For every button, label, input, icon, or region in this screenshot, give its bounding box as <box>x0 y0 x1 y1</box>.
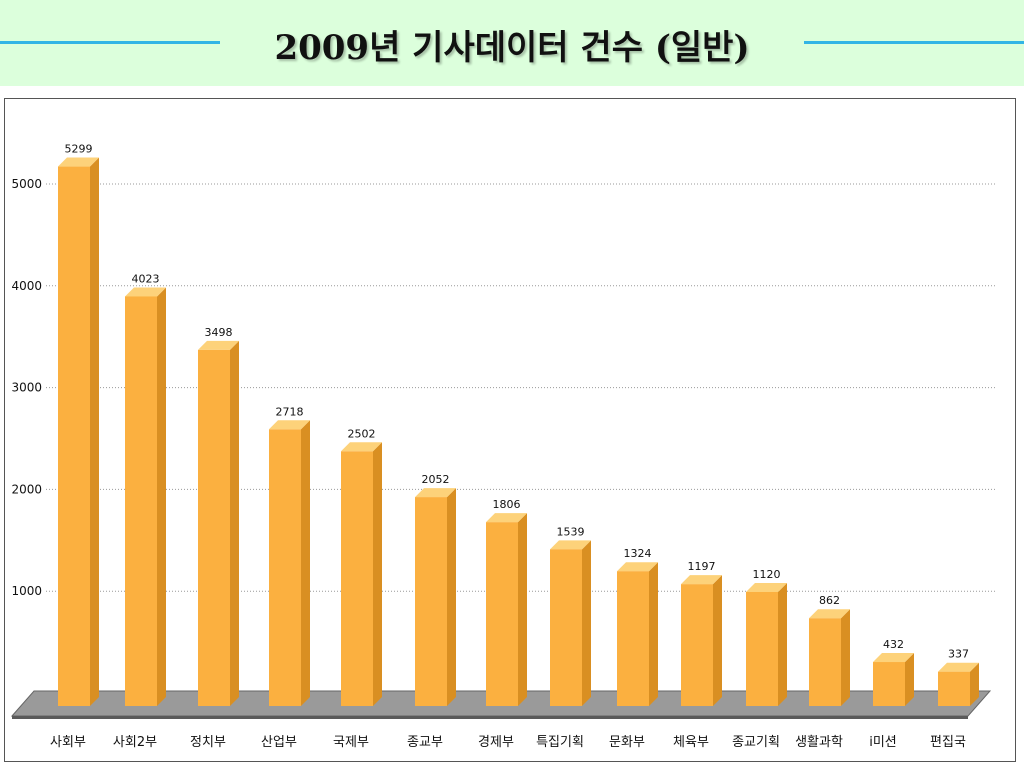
bar-top <box>681 575 722 585</box>
bar-top <box>550 540 591 550</box>
y-tick-label: 4000 <box>11 279 42 293</box>
bar-top <box>415 488 456 498</box>
bar-front <box>125 296 157 706</box>
bar-side <box>230 340 239 706</box>
bar-front <box>486 522 518 706</box>
data-label: 2718 <box>276 405 304 418</box>
bar-front <box>415 497 447 706</box>
bar <box>617 562 658 706</box>
data-label: 4023 <box>132 272 160 285</box>
page-title: 2009년 기사데이터 건수 (일반) <box>274 28 750 68</box>
floor-edge <box>12 716 968 719</box>
bar-top <box>198 340 239 350</box>
bar <box>415 488 456 706</box>
bar-top <box>938 662 979 672</box>
data-label: 2052 <box>422 473 450 486</box>
data-label: 1806 <box>493 498 521 511</box>
bar-top <box>58 157 99 167</box>
banner-line-right <box>804 41 1024 44</box>
x-tick-label: 종교부 <box>407 735 443 750</box>
bar-front <box>198 349 230 706</box>
data-label: 1539 <box>557 525 585 538</box>
x-tick-label: 산업부 <box>261 735 297 750</box>
bar-side <box>841 609 850 706</box>
bar-layer <box>58 157 979 707</box>
bar-front <box>809 618 841 706</box>
x-tick-label: 종교기획 <box>732 735 780 750</box>
x-tick-label: 체육부 <box>673 735 709 750</box>
bar-top <box>809 609 850 619</box>
x-tick-label: 경제부 <box>478 735 514 750</box>
x-tick-label: i미션 <box>869 735 897 750</box>
bar-front <box>873 662 905 706</box>
bar <box>938 662 979 706</box>
bar <box>746 582 787 706</box>
bar-side <box>649 562 658 706</box>
bar-side <box>970 662 979 706</box>
bar-side <box>301 420 310 706</box>
x-tick-label: 사회2부 <box>113 735 157 750</box>
bar-top <box>125 287 166 297</box>
data-label: 1324 <box>624 547 652 560</box>
bar-side <box>373 442 382 706</box>
bar-top <box>873 653 914 663</box>
bar-side <box>582 540 591 706</box>
bar-side <box>157 287 166 706</box>
data-label: 862 <box>819 594 840 607</box>
bar-side <box>905 653 914 706</box>
y-tick-label: 2000 <box>11 482 42 496</box>
x-tick-label: 사회부 <box>50 735 86 750</box>
bar <box>809 609 850 706</box>
y-tick-label: 1000 <box>11 584 42 598</box>
bar-front <box>746 591 778 706</box>
x-tick-label: 문화부 <box>609 735 645 750</box>
data-label: 3498 <box>205 326 233 339</box>
bar <box>486 513 527 706</box>
x-tick-label: 생활과학 <box>795 735 843 750</box>
bar-top <box>746 582 787 592</box>
data-label: 1120 <box>753 568 781 581</box>
bar <box>550 540 591 706</box>
bar-top <box>341 442 382 452</box>
bar-side <box>778 582 787 706</box>
bar <box>58 157 99 707</box>
data-label: 2502 <box>348 427 376 440</box>
y-tick-label: 5000 <box>11 177 42 191</box>
bar <box>341 442 382 706</box>
bar-top <box>617 562 658 572</box>
bar-side <box>90 157 99 707</box>
data-label: 5299 <box>65 143 93 156</box>
x-tick-label: 국제부 <box>333 735 369 750</box>
bar-front <box>269 429 301 706</box>
x-tick-label: 정치부 <box>190 735 226 750</box>
bar-front <box>617 571 649 706</box>
bar <box>198 340 239 706</box>
bar-front <box>58 166 90 707</box>
bar <box>125 287 166 706</box>
bar-top <box>486 513 527 523</box>
bar-front <box>681 584 713 706</box>
x-tick-label: 편집국 <box>930 735 966 750</box>
label-layer: 1000 2000 3000 4000 5000 5299 사회부 4023 사회2부 3498 정… <box>11 143 969 750</box>
bar-top <box>269 420 310 430</box>
bar-front <box>550 549 582 706</box>
x-tick-label: 특집기획 <box>536 735 584 750</box>
bar-front <box>341 451 373 706</box>
title-banner: 2009년 기사데이터 건수 (일반) <box>0 0 1024 86</box>
banner-line-left <box>0 41 220 44</box>
data-label: 337 <box>948 648 969 661</box>
bar-side <box>447 488 456 706</box>
bar <box>269 420 310 706</box>
y-tick-label: 3000 <box>11 381 42 395</box>
bar <box>681 575 722 706</box>
bar <box>873 653 914 706</box>
bar-side <box>518 513 527 706</box>
data-label: 1197 <box>688 560 716 573</box>
data-label: 432 <box>883 638 904 651</box>
bar-front <box>938 671 970 706</box>
bar-side <box>713 575 722 706</box>
